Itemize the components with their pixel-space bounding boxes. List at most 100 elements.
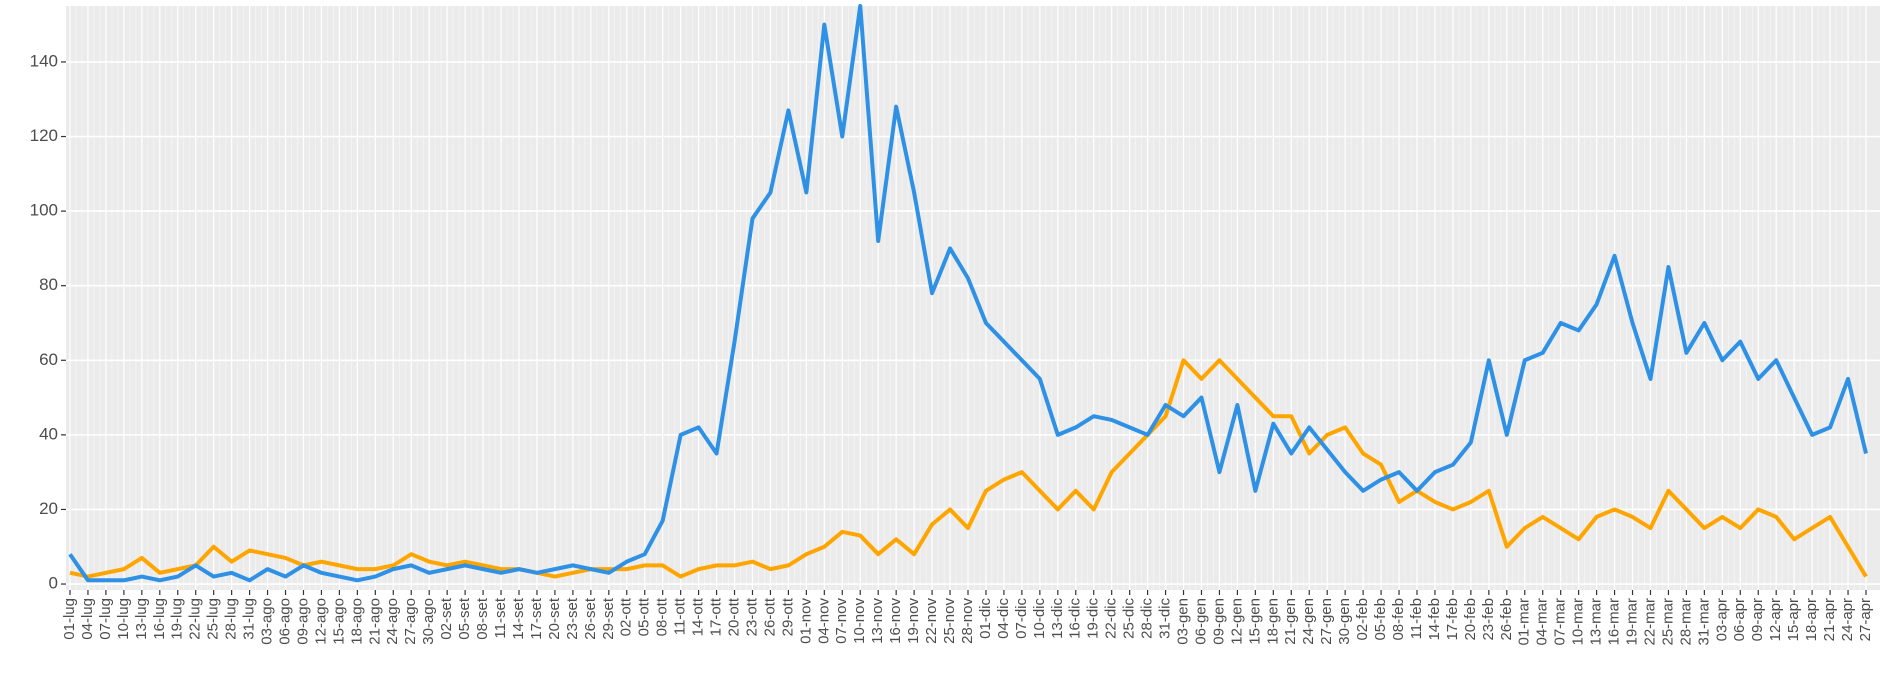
x-tick-label: 07-lug [97, 598, 114, 640]
x-tick-label: 10-nov [851, 598, 868, 644]
series-line [69, 358, 1868, 579]
x-tick-label: 12-gen [1228, 598, 1245, 645]
y-tick-label: 80 [39, 275, 58, 294]
x-tick-label: 10-dic [1031, 598, 1048, 639]
x-tick-label: 15-gen [1246, 598, 1263, 645]
x-tick-label: 24-apr [1839, 598, 1856, 641]
x-tick-label: 31-lug [241, 598, 258, 640]
x-tick-label: 22-lug [187, 598, 204, 640]
x-tick-label: 23-ott [743, 597, 760, 636]
x-tick-label: 12-apr [1767, 598, 1784, 641]
x-tick-label: 01-nov [797, 598, 814, 644]
x-tick-label: 04-lug [79, 598, 96, 640]
x-tick-label: 15-apr [1785, 598, 1802, 641]
x-tick-label: 11-ott [672, 597, 689, 635]
y-tick-label: 0 [49, 574, 58, 593]
x-tick-label: 04-dic [995, 598, 1012, 639]
x-tick-label: 19-mar [1623, 598, 1640, 646]
x-tick-label: 14-ott [690, 597, 707, 636]
x-tick-label: 25-nov [941, 598, 958, 644]
x-tick-label: 17-feb [1444, 598, 1461, 641]
x-tick-label: 25-lug [205, 598, 222, 640]
x-tick-label: 14-feb [1426, 598, 1443, 641]
x-tick-label: 19-lug [169, 598, 186, 640]
plot-background [66, 6, 1880, 590]
y-tick-label: 120 [30, 126, 58, 145]
x-tick-label: 09-gen [1210, 598, 1227, 645]
x-tick-label: 02-set [438, 597, 455, 640]
x-tick-label: 08-feb [1390, 598, 1407, 641]
x-tick-label: 16-nov [887, 598, 904, 644]
x-tick-label: 22-dic [1103, 598, 1120, 639]
x-tick-label: 18-apr [1803, 598, 1820, 641]
x-tick-label: 27-apr [1857, 598, 1874, 641]
y-tick-label: 140 [30, 51, 58, 70]
y-tick-label: 100 [30, 201, 58, 220]
x-tick-label: 17-set [528, 597, 545, 640]
x-tick-label: 13-nov [869, 598, 886, 644]
x-tick-label: 03-apr [1713, 598, 1730, 641]
x-tick-label: 12-ago [312, 598, 329, 645]
y-tick-label: 40 [39, 424, 58, 443]
x-tick-label: 23-set [564, 597, 581, 640]
x-tick-label: 18-gen [1264, 598, 1281, 645]
x-tick-label: 16-dic [1067, 598, 1084, 639]
x-tick-label: 28-lug [223, 598, 240, 640]
x-tick-label: 25-dic [1121, 598, 1138, 639]
x-tick-label: 24-ago [384, 598, 401, 645]
x-tick-label: 13-lug [133, 598, 150, 640]
x-tick-label: 01-lug [61, 598, 78, 640]
x-tick-label: 27-gen [1318, 598, 1335, 645]
x-tick-label: 02-ott [618, 597, 635, 636]
x-tick-label: 21-ago [366, 598, 383, 645]
x-tick-label: 31-mar [1695, 598, 1712, 646]
x-tick-label: 11-set [492, 597, 509, 638]
x-tick-label: 08-ott [654, 597, 671, 636]
x-tick-label: 22-mar [1641, 598, 1658, 646]
x-tick-label: 16-mar [1606, 598, 1623, 646]
x-tick-label: 16-lug [151, 598, 168, 640]
x-tick-label: 29-ott [779, 597, 796, 636]
x-tick-label: 30-gen [1336, 598, 1353, 645]
x-tick-label: 01-mar [1516, 598, 1533, 646]
x-tick-label: 30-ago [420, 598, 437, 645]
x-tick-label: 05-feb [1372, 598, 1389, 641]
x-tick-label: 07-dic [1013, 598, 1030, 639]
x-tick-label: 31-dic [1157, 598, 1174, 639]
x-tick-label: 02-feb [1354, 598, 1371, 641]
x-tick-label: 04-nov [815, 598, 832, 644]
x-tick-label: 20-ott [725, 597, 742, 636]
x-tick-label: 10-mar [1570, 598, 1587, 646]
x-tick-label: 13-dic [1049, 598, 1066, 639]
x-tick-label: 05-set [456, 597, 473, 640]
x-tick-label: 09-ago [294, 598, 311, 645]
x-tick-label: 25-mar [1659, 598, 1676, 646]
x-tick-label: 26-feb [1498, 598, 1515, 641]
x-tick-label: 13-mar [1588, 598, 1605, 646]
x-tick-label: 26-ott [761, 597, 778, 636]
x-tick-label: 03-ago [259, 598, 276, 645]
x-tick-label: 09-apr [1749, 598, 1766, 641]
x-tick-label: 19-dic [1085, 598, 1102, 639]
x-tick-label: 22-nov [923, 598, 940, 644]
x-tick-label: 21-apr [1821, 598, 1838, 641]
x-tick-label: 24-gen [1300, 598, 1317, 645]
x-tick-label: 18-ago [348, 598, 365, 645]
y-tick-label: 20 [39, 499, 58, 518]
x-tick-label: 15-ago [330, 598, 347, 645]
x-tick-label: 03-gen [1174, 598, 1191, 645]
x-tick-label: 07-nov [833, 598, 850, 644]
x-tick-label: 19-nov [905, 598, 922, 644]
x-tick-label: 06-ago [276, 598, 293, 645]
x-tick-label: 07-mar [1552, 598, 1569, 646]
x-tick-label: 20-feb [1462, 598, 1479, 641]
x-tick-label: 06-gen [1192, 598, 1209, 645]
x-tick-label: 29-set [600, 597, 617, 640]
series-line [68, 4, 1868, 583]
x-tick-label: 28-nov [959, 598, 976, 644]
x-tick-label: 26-set [582, 597, 599, 640]
x-tick-label: 05-ott [636, 597, 653, 636]
x-tick-label: 17-ott [708, 597, 725, 636]
x-tick-label: 06-apr [1731, 598, 1748, 641]
